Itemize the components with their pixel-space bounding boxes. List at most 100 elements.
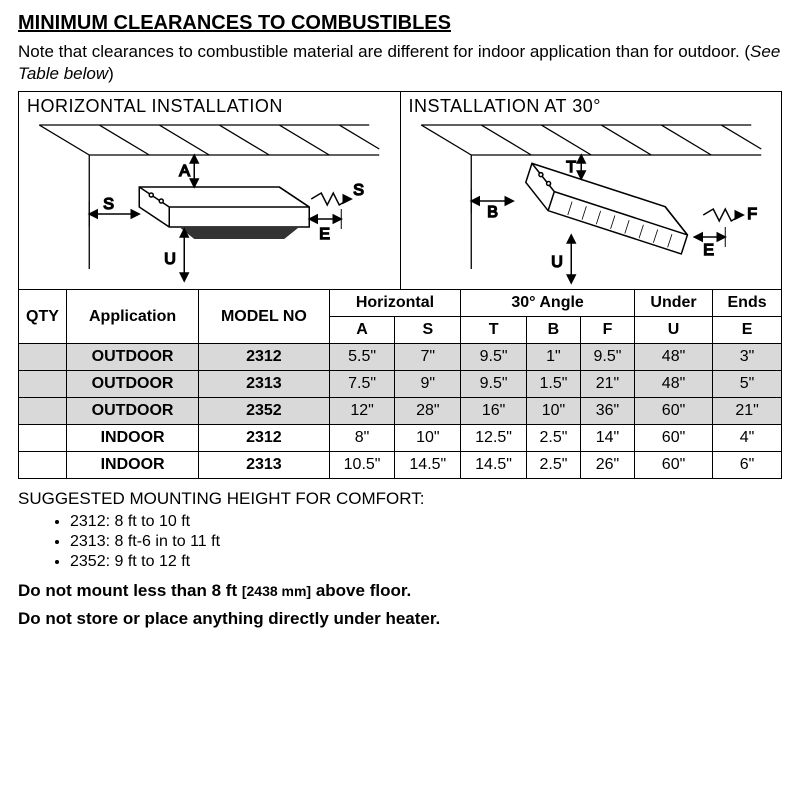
label-E-left: E (319, 226, 330, 243)
cell-val-U: 60" (634, 452, 712, 479)
th-S: S (395, 317, 461, 344)
th-angle: 30° Angle (461, 290, 635, 317)
warning-under-heater: Do not store or place anything directly … (18, 609, 782, 629)
cell-app: INDOOR (67, 452, 199, 479)
cell-val-A: 5.5" (329, 344, 395, 371)
cell-val-T: 14.5" (461, 452, 527, 479)
table-row: OUTDOOR23125.5"7"9.5"1"9.5"48"3" (19, 344, 782, 371)
cell-val-B: 2.5" (526, 425, 580, 452)
warning-min-height: Do not mount less than 8 ft [2438 mm] ab… (18, 581, 782, 601)
cell-val-T: 16" (461, 398, 527, 425)
cell-val-F: 36" (580, 398, 634, 425)
cell-val-A: 7.5" (329, 371, 395, 398)
cell-val-E: 21" (713, 398, 782, 425)
table-row: OUTDOOR23137.5"9"9.5"1.5"21"48"5" (19, 371, 782, 398)
cell-model: 2312 (199, 344, 330, 371)
cell-val-T: 12.5" (461, 425, 527, 452)
cell-val-S: 28" (395, 398, 461, 425)
diagram-horizontal: HORIZONTAL INSTALLATION (19, 92, 401, 289)
diagram-30deg-svg: T B F U E (409, 119, 774, 289)
diagram-30deg-header: INSTALLATION AT 30° (409, 96, 774, 117)
clearances-table: QTY Application MODEL NO Horizontal 30° … (18, 289, 782, 479)
cell-app: OUTDOOR (67, 398, 199, 425)
mount-item: 2352: 9 ft to 12 ft (70, 553, 782, 571)
diagram-30deg: INSTALLATION AT 30° (401, 92, 782, 289)
label-U-right: U (551, 254, 563, 271)
warning1-pre: Do not mount less than 8 ft (18, 581, 242, 600)
cell-val-F: 21" (580, 371, 634, 398)
cell-val-T: 9.5" (461, 371, 527, 398)
cell-val-E: 6" (713, 452, 782, 479)
th-under: Under (634, 290, 712, 317)
cell-val-B: 2.5" (526, 452, 580, 479)
warning1-post: above floor. (311, 581, 411, 600)
cell-val-A: 8" (329, 425, 395, 452)
th-U: U (634, 317, 712, 344)
cell-val-S: 7" (395, 344, 461, 371)
cell-model: 2313 (199, 371, 330, 398)
cell-val-E: 5" (713, 371, 782, 398)
cell-val-S: 9" (395, 371, 461, 398)
th-application: Application (67, 290, 199, 344)
cell-val-E: 3" (713, 344, 782, 371)
note-pre: Note that clearances to combustible mate… (18, 42, 750, 61)
th-B: B (526, 317, 580, 344)
cell-app: OUTDOOR (67, 344, 199, 371)
th-model: MODEL NO (199, 290, 330, 344)
cell-qty (19, 425, 67, 452)
th-E: E (713, 317, 782, 344)
mount-heading: SUGGESTED MOUNTING HEIGHT FOR COMFORT: (18, 489, 782, 509)
label-E-right: E (703, 242, 714, 259)
label-S2: S (353, 182, 364, 199)
cell-val-U: 48" (634, 371, 712, 398)
table-row: OUTDOOR235212"28"16"10"36"60"21" (19, 398, 782, 425)
cell-val-U: 48" (634, 344, 712, 371)
cell-model: 2313 (199, 452, 330, 479)
label-U-left: U (164, 251, 176, 268)
cell-val-U: 60" (634, 398, 712, 425)
note-post: ) (108, 64, 114, 83)
cell-qty (19, 452, 67, 479)
cell-val-E: 4" (713, 425, 782, 452)
cell-model: 2312 (199, 425, 330, 452)
cell-model: 2352 (199, 398, 330, 425)
diagram-horizontal-svg: A S S U E (27, 119, 392, 289)
warning1-mm: [2438 mm] (242, 583, 311, 599)
th-A: A (329, 317, 395, 344)
diagram-row: HORIZONTAL INSTALLATION (18, 91, 782, 289)
label-B: B (487, 204, 498, 221)
diagram-horizontal-header: HORIZONTAL INSTALLATION (27, 96, 392, 117)
th-qty: QTY (19, 290, 67, 344)
th-ends: Ends (713, 290, 782, 317)
label-A: A (179, 163, 190, 180)
label-T: T (566, 159, 576, 176)
th-horizontal: Horizontal (329, 290, 461, 317)
cell-val-F: 14" (580, 425, 634, 452)
cell-qty (19, 398, 67, 425)
mount-item: 2312: 8 ft to 10 ft (70, 513, 782, 531)
cell-val-A: 10.5" (329, 452, 395, 479)
table-row: INDOOR231310.5"14.5"14.5"2.5"26"60"6" (19, 452, 782, 479)
th-F: F (580, 317, 634, 344)
table-row: INDOOR23128"10"12.5"2.5"14"60"4" (19, 425, 782, 452)
cell-val-T: 9.5" (461, 344, 527, 371)
cell-val-F: 26" (580, 452, 634, 479)
note-text: Note that clearances to combustible mate… (18, 41, 782, 85)
page-title: MINIMUM CLEARANCES TO COMBUSTIBLES (18, 12, 782, 35)
th-T: T (461, 317, 527, 344)
cell-val-S: 14.5" (395, 452, 461, 479)
label-S1: S (103, 196, 114, 213)
cell-app: INDOOR (67, 425, 199, 452)
cell-app: OUTDOOR (67, 371, 199, 398)
cell-val-A: 12" (329, 398, 395, 425)
cell-val-B: 1.5" (526, 371, 580, 398)
label-F: F (747, 206, 757, 223)
cell-qty (19, 371, 67, 398)
cell-val-B: 1" (526, 344, 580, 371)
mount-list: 2312: 8 ft to 10 ft 2313: 8 ft-6 in to 1… (18, 513, 782, 571)
mount-item: 2313: 8 ft-6 in to 11 ft (70, 533, 782, 551)
cell-val-F: 9.5" (580, 344, 634, 371)
cell-val-S: 10" (395, 425, 461, 452)
cell-val-U: 60" (634, 425, 712, 452)
cell-qty (19, 344, 67, 371)
